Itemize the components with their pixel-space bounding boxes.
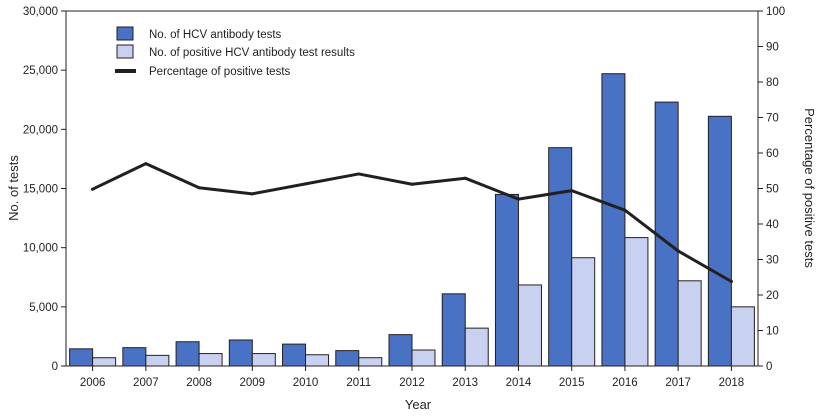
right-axis-title: Percentage of positive tests xyxy=(802,108,817,268)
right-tick-label: 80 xyxy=(766,77,779,89)
bar-positive xyxy=(730,306,755,367)
right-tick-label: 100 xyxy=(766,6,785,18)
x-tick-label: 2011 xyxy=(346,377,371,389)
bar-positive xyxy=(198,353,223,367)
right-tick-label: 0 xyxy=(766,361,772,373)
right-tick-label: 30 xyxy=(766,255,779,267)
percentage-point xyxy=(357,172,361,176)
percentage-point xyxy=(410,182,414,186)
line-series xyxy=(91,162,733,284)
right-tick-label: 90 xyxy=(766,42,779,54)
x-tick-label: 2009 xyxy=(240,377,266,389)
bar-positive xyxy=(517,284,542,367)
bar-tests xyxy=(282,343,307,367)
legend-swatch-positive xyxy=(116,44,134,59)
x-tick-label: 2013 xyxy=(452,377,478,389)
plot-border xyxy=(65,10,759,367)
left-tick-label: 5,000 xyxy=(29,302,58,314)
x-tick-label: 2016 xyxy=(612,377,638,389)
x-axis: 2006 2007 2008 2009 2010 2011 2012 2013 2014 2015… xyxy=(80,366,744,389)
legend-swatch-tests xyxy=(116,26,134,41)
x-tick-label: 2007 xyxy=(133,377,159,389)
x-tick-label: 2008 xyxy=(186,377,212,389)
legend-label-percentage: Percentage of positive tests xyxy=(149,66,291,78)
percentage-point xyxy=(623,208,627,212)
left-tick-label: 25,000 xyxy=(23,65,58,77)
x-tick-label: 2010 xyxy=(293,377,319,389)
bar-positive xyxy=(305,354,330,367)
x-tick-label: 2012 xyxy=(399,377,425,389)
bar-series xyxy=(69,73,755,367)
percentage-point xyxy=(729,280,733,284)
right-tick-label: 40 xyxy=(766,219,779,231)
right-tick-label: 10 xyxy=(766,326,779,338)
percentage-point xyxy=(91,187,95,191)
left-tick-label: 0 xyxy=(52,361,58,373)
right-tick-label: 20 xyxy=(766,290,779,302)
percentage-point xyxy=(570,189,574,193)
right-tick-label: 60 xyxy=(766,148,779,160)
bar-tests xyxy=(441,293,466,367)
bar-tests xyxy=(601,73,626,367)
bar-tests xyxy=(707,115,732,367)
bar-tests xyxy=(335,350,360,367)
bar-positive xyxy=(145,354,170,367)
bar-tests xyxy=(388,334,413,367)
bar-tests xyxy=(548,147,573,367)
legend-label-tests: No. of HCV antibody tests xyxy=(149,29,282,41)
left-tick-label: 30,000 xyxy=(23,6,58,18)
x-tick-label: 2015 xyxy=(559,377,585,389)
bar-positive xyxy=(677,280,702,367)
bar-tests xyxy=(175,341,200,367)
x-tick-label: 2018 xyxy=(719,377,745,389)
percentage-point xyxy=(144,162,148,166)
percentage-point xyxy=(304,182,308,186)
bar-positive xyxy=(571,257,596,367)
plot-frame xyxy=(65,10,759,367)
percentage-point xyxy=(197,186,201,190)
x-axis-title: Year xyxy=(405,397,432,412)
left-tick-label: 20,000 xyxy=(23,124,58,136)
bar-tests xyxy=(69,348,94,367)
bar-positive xyxy=(358,357,383,367)
right-y-axis: 0 10 20 30 40 50 60 70 80 90 100 xyxy=(758,6,785,373)
right-tick-label: 50 xyxy=(766,184,779,196)
legend-label-positive: No. of positive HCV antibody test result… xyxy=(149,47,355,59)
left-axis-title: No. of tests xyxy=(6,155,21,221)
percentage-point xyxy=(676,249,680,253)
bar-tests xyxy=(494,193,519,367)
bar-positive xyxy=(92,357,117,367)
percentage-point xyxy=(516,197,520,201)
bar-tests xyxy=(654,101,679,367)
legend: No. of HCV antibody tests No. of positiv… xyxy=(115,26,355,78)
left-tick-label: 15,000 xyxy=(23,184,58,196)
percentage-point xyxy=(250,192,254,196)
x-tick-label: 2014 xyxy=(506,377,532,389)
bar-tests xyxy=(228,339,253,367)
bar-positive xyxy=(464,327,489,367)
left-y-axis: 0 5,000 10,000 15,000 20,000 25,000 30,000 xyxy=(23,6,66,373)
right-tick-label: 70 xyxy=(766,113,779,125)
bar-positive xyxy=(411,349,436,367)
bar-tests xyxy=(122,347,147,367)
bar-positive xyxy=(624,237,649,367)
x-tick-label: 2017 xyxy=(665,377,691,389)
percentage-point xyxy=(463,176,467,180)
x-tick-label: 2006 xyxy=(80,377,106,389)
bar-positive xyxy=(251,353,276,367)
left-tick-label: 10,000 xyxy=(23,243,58,255)
